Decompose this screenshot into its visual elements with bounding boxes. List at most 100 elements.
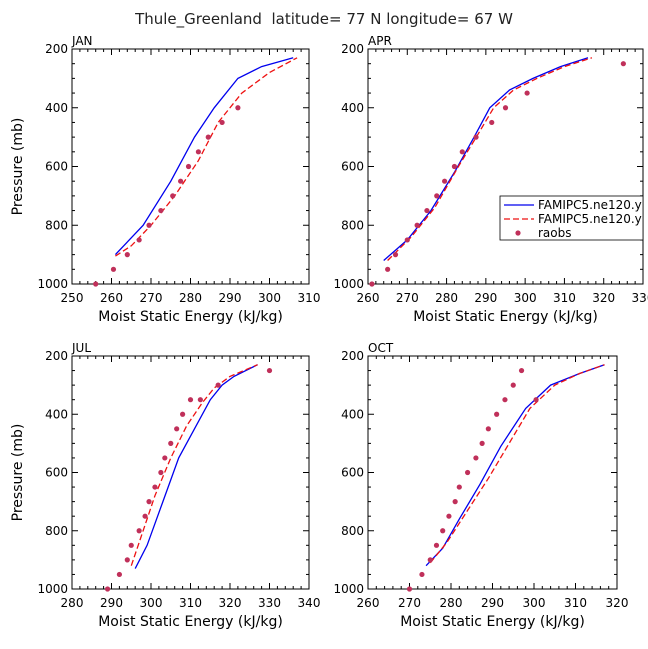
panel-label: JUL — [71, 341, 91, 355]
legend-box — [499, 195, 644, 241]
raobs-point — [620, 61, 626, 67]
raobs-point — [442, 178, 448, 184]
raobs-point — [485, 426, 491, 432]
model-line-dashed — [429, 364, 605, 564]
x-tick-label: 270 — [140, 291, 163, 305]
y-tick-label: 200 — [341, 349, 364, 363]
raobs-point — [170, 193, 176, 199]
y-tick-label: 800 — [341, 524, 364, 538]
raobs-point — [406, 586, 413, 592]
x-tick-label: 300 — [514, 291, 537, 305]
raobs-point — [465, 469, 471, 476]
y-tick-label: 600 — [45, 466, 68, 480]
raobs-point — [419, 571, 425, 578]
x-tick-label: 290 — [474, 291, 497, 305]
y-axis-label: Pressure (mb) — [10, 424, 26, 522]
panels: 250 260 270 280 290 300 310 200 400 600 800 1000 JAN… — [10, 34, 648, 630]
x-axis-label: Moist Static Energy (kJ/kg) — [98, 614, 283, 630]
y-tick-label: 600 — [341, 160, 364, 174]
x-tick-label: 300 — [140, 596, 163, 610]
x-tick-label: 310 — [564, 596, 587, 610]
raobs-point — [180, 411, 186, 417]
raobs-point — [502, 105, 509, 111]
model-line-dashed — [130, 364, 258, 566]
y-tick-label: 600 — [341, 466, 364, 480]
legend-entry: FAMIPC5.ne120.y — [538, 198, 642, 212]
y-tick-label: 200 — [45, 42, 68, 56]
y-tick-label: 800 — [45, 218, 68, 232]
panel-label: JAN — [71, 34, 93, 48]
raobs-point — [392, 252, 399, 258]
x-tick-label: 280 — [179, 291, 202, 305]
panel-label: OCT — [368, 341, 394, 355]
model-line-dashed — [387, 57, 593, 261]
raobs-point — [404, 237, 410, 243]
panel-jul: 280 290 300 310 320 330 340 200 400 600 800 1000 JUL… — [10, 341, 320, 630]
panel-jan: 250 260 270 280 290 300 310 200 400 600 800 1000 JAN… — [10, 34, 320, 325]
panel-label: APR — [368, 34, 392, 48]
y-tick-label: 1000 — [333, 582, 364, 596]
raobs-point — [136, 237, 142, 243]
model-line-solid — [425, 364, 605, 567]
raobs-point — [424, 207, 430, 214]
plot-frame — [71, 355, 310, 590]
x-tick-label: 260 — [100, 291, 123, 305]
raobs-point — [446, 513, 452, 519]
y-tick-label: 400 — [341, 101, 364, 115]
x-tick-label: 260 — [357, 291, 380, 305]
raobs-point — [510, 382, 516, 388]
raobs-point — [489, 119, 495, 126]
raobs-point — [440, 528, 446, 534]
y-tick-label: 1000 — [37, 582, 68, 596]
raobs-point — [524, 90, 530, 96]
x-tick-label: 320 — [606, 596, 629, 610]
x-axis-label: Moist Static Energy (kJ/kg) — [400, 614, 585, 630]
raobs-point — [116, 571, 122, 578]
y-tick-label: 600 — [45, 160, 68, 174]
raobs-point — [124, 557, 130, 563]
x-tick-label: 300 — [523, 596, 546, 610]
raobs-point — [168, 440, 174, 446]
x-axis-label: Moist Static Energy (kJ/kg) — [413, 309, 598, 325]
y-tick-label: 1000 — [333, 277, 364, 291]
model-line-solid — [134, 364, 258, 569]
raobs-point — [452, 499, 458, 505]
y-tick-label: 800 — [341, 218, 364, 232]
x-tick-label: 280 — [440, 596, 463, 610]
raobs-point — [451, 163, 458, 170]
x-tick-label: 300 — [258, 291, 281, 305]
raobs-point — [235, 105, 241, 111]
raobs-point — [104, 586, 111, 592]
raobs-point — [434, 193, 440, 199]
raobs-point — [93, 281, 99, 287]
y-tick-label: 400 — [45, 407, 68, 421]
x-tick-label: 250 — [61, 291, 84, 305]
raobs-point — [187, 397, 194, 403]
raobs-point — [427, 557, 433, 563]
raobs-point — [205, 134, 211, 140]
model-line-solid — [114, 57, 294, 256]
x-tick-label: 290 — [100, 596, 123, 610]
x-tick-label: 290 — [481, 596, 504, 610]
raobs-point — [479, 440, 485, 446]
panel-apr: 260 270 280 290 300 310 320 330 200 400 600 800 1000… — [333, 34, 648, 325]
y-tick-label: 400 — [45, 101, 68, 115]
x-tick-label: 310 — [298, 291, 321, 305]
x-tick-label: 310 — [553, 291, 576, 305]
raobs-point — [152, 484, 158, 490]
legend-entry: FAMIPC5.ne120.y — [538, 212, 642, 226]
x-tick-label: 320 — [592, 291, 615, 305]
x-tick-label: 260 — [357, 596, 380, 610]
raobs-point — [473, 134, 479, 140]
x-tick-label: 330 — [632, 291, 648, 305]
raobs-point — [162, 455, 168, 461]
raobs-point — [502, 397, 508, 403]
raobs-point — [533, 397, 539, 403]
raobs-point — [146, 222, 152, 228]
raobs-point — [459, 149, 465, 155]
raobs-point — [128, 542, 134, 548]
x-tick-label: 280 — [435, 291, 458, 305]
x-tick-label: 270 — [396, 291, 419, 305]
